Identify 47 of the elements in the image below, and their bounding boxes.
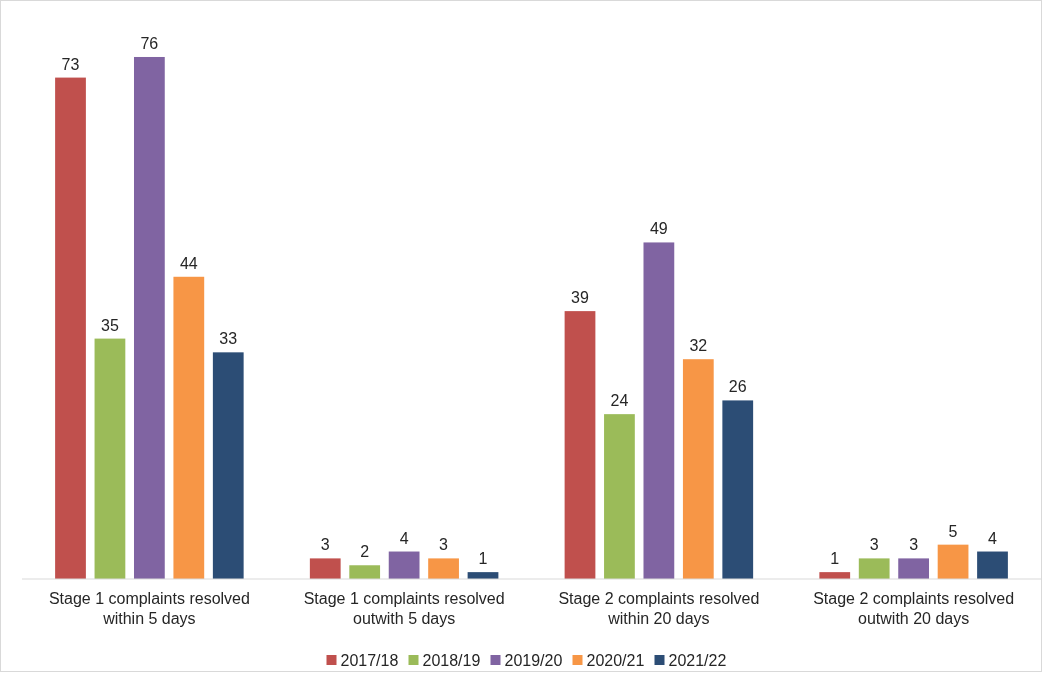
- bar: [937, 544, 969, 579]
- x-tick-label: Stage 1 complaints resolved outwith 5 days: [303, 590, 505, 627]
- bar: [564, 311, 596, 579]
- bar: [173, 276, 205, 579]
- bar: [133, 56, 165, 579]
- data-label: 73: [61, 55, 80, 73]
- data-label: 35: [101, 316, 119, 334]
- bar: [55, 77, 86, 579]
- data-label: 44: [179, 254, 198, 272]
- bar: [212, 352, 244, 579]
- x-tick-label: Stage 2 complaints resolved within 20 days: [558, 590, 760, 627]
- data-label: 4: [399, 529, 409, 547]
- legend-label: 2021/22: [668, 651, 727, 669]
- data-label: 26: [728, 378, 747, 396]
- data-label: 1: [830, 550, 840, 568]
- bar: [977, 551, 1008, 579]
- data-label: 3: [439, 536, 449, 554]
- bar: [858, 558, 890, 579]
- bar: [898, 558, 930, 579]
- legend-label: 2019/20: [504, 651, 563, 669]
- data-label: 24: [610, 392, 629, 410]
- legend-label: 2018/19: [422, 651, 481, 669]
- data-label: 5: [948, 522, 958, 540]
- legend-label: 2020/21: [586, 651, 645, 669]
- legend-label: 2017/18: [340, 651, 399, 669]
- bar: [643, 242, 675, 579]
- data-label: 3: [869, 536, 879, 554]
- data-label: 4: [988, 529, 998, 547]
- data-label: 76: [140, 34, 159, 52]
- data-label: 39: [571, 289, 589, 307]
- bar: [722, 400, 754, 579]
- bar: [682, 359, 714, 579]
- data-label: 3: [909, 536, 919, 554]
- bar: [428, 558, 459, 579]
- bar: [388, 551, 420, 579]
- data-label: 33: [219, 330, 238, 348]
- data-label: 49: [649, 220, 668, 238]
- data-label: 1: [478, 550, 488, 568]
- bar: [309, 558, 341, 579]
- x-tick-label: Stage 2 complaints resolved outwith 20 days: [813, 590, 1015, 627]
- data-label: 2: [360, 543, 370, 561]
- data-label: 32: [689, 337, 708, 355]
- x-tick-label: Stage 1 complaints resolved within 5 days: [48, 590, 250, 627]
- bar: [349, 565, 381, 579]
- bar: [604, 414, 635, 579]
- bar: [94, 338, 126, 579]
- data-label: 3: [320, 536, 330, 554]
